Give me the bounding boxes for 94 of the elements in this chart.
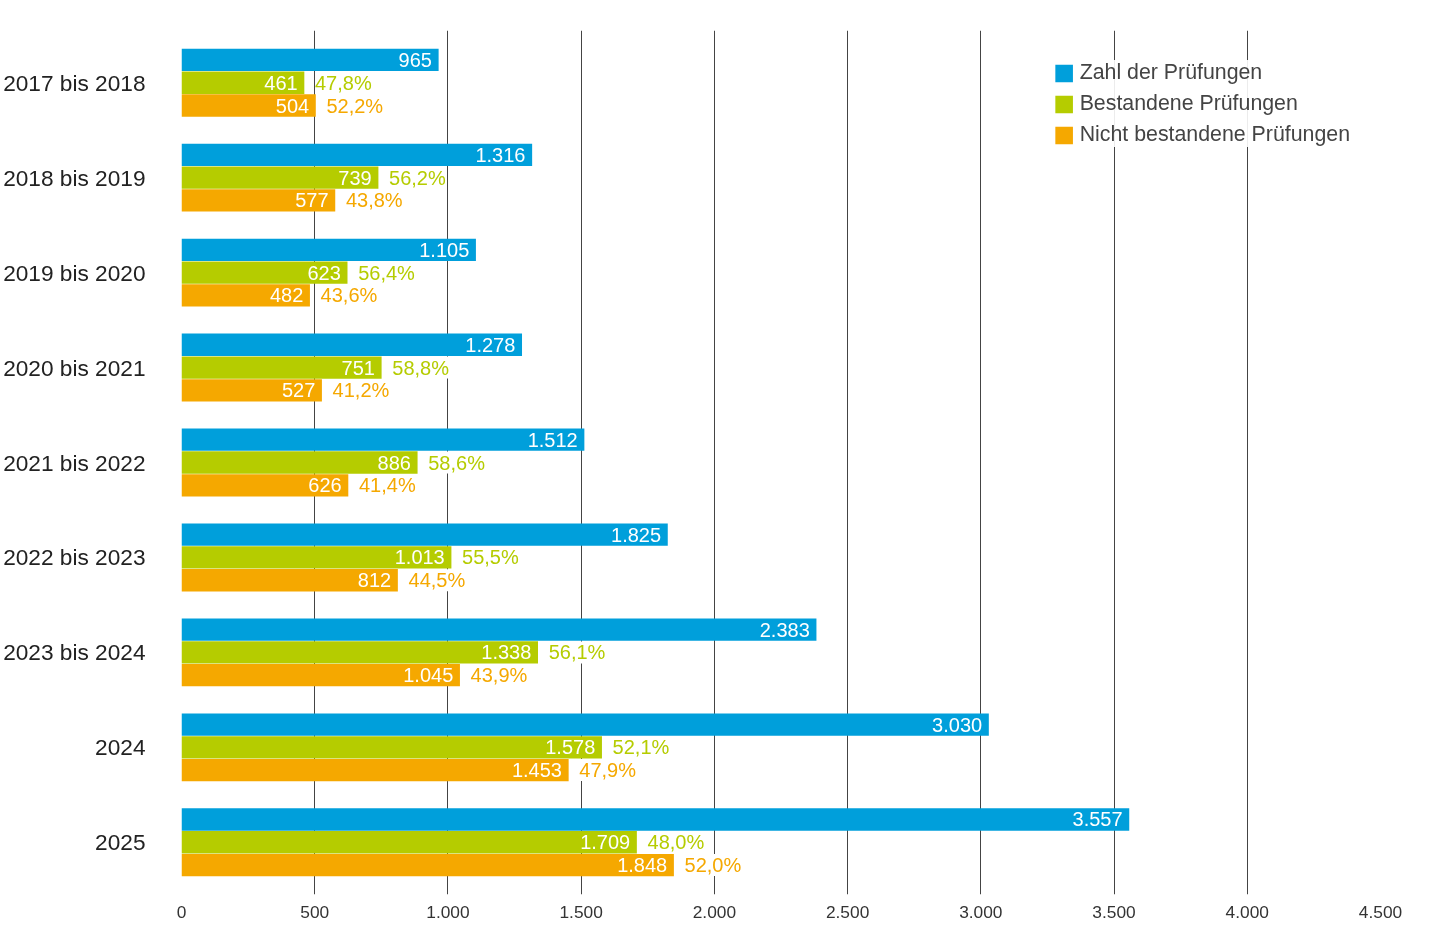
annotation: 52,2% — [326, 94, 384, 117]
bar — [181, 261, 348, 284]
bar — [181, 618, 817, 641]
legend-label: Nicht bestandene Prüfungen — [1079, 122, 1350, 147]
y-tick-label: 2017 bis 2018 — [3, 69, 146, 96]
y-tick-label: 2019 bis 2020 — [3, 259, 146, 286]
x-tick-label: 2.000 — [692, 901, 737, 922]
annotation: 43,6% — [320, 284, 378, 307]
annotation: 43,8% — [345, 189, 403, 212]
bar — [181, 713, 989, 736]
bar — [181, 758, 569, 782]
bar — [181, 451, 418, 474]
bar — [181, 853, 674, 877]
bar — [181, 664, 460, 687]
data-label: 527 — [281, 379, 316, 402]
bar — [181, 831, 637, 854]
legend-label: Bestandene Prüfungen — [1079, 91, 1298, 116]
annotation: 48,0% — [647, 831, 705, 854]
bar — [181, 641, 538, 664]
bar — [181, 238, 476, 261]
x-tick-label: 2.500 — [825, 901, 870, 922]
data-label: 812 — [357, 569, 392, 592]
bar — [181, 546, 452, 569]
bar — [181, 474, 349, 497]
data-label: 1.013 — [394, 546, 445, 569]
data-label: 3.030 — [932, 713, 983, 736]
bar — [181, 189, 336, 212]
data-label: 1.045 — [403, 664, 454, 687]
annotation: 47,9% — [579, 759, 637, 782]
bar — [181, 94, 316, 117]
annotation: 58,8% — [392, 356, 450, 379]
bar — [181, 333, 523, 356]
annotation: 52,1% — [612, 736, 670, 759]
data-label: 1.316 — [475, 143, 526, 166]
x-tick-label: 1.000 — [426, 901, 470, 922]
bar — [181, 284, 310, 307]
data-label: 577 — [295, 189, 329, 212]
x-tick-label: 4.000 — [1225, 901, 1269, 922]
data-label: 1.848 — [617, 854, 668, 877]
data-label: 1.709 — [580, 831, 631, 854]
data-label: 1.453 — [511, 759, 562, 782]
y-tick-label: 2020 bis 2021 — [3, 354, 146, 381]
data-label: 623 — [307, 261, 341, 284]
x-tick-label: 1.500 — [559, 901, 603, 922]
annotation: 47,8% — [314, 71, 372, 94]
y-tick-label: 2024 — [95, 734, 146, 761]
bar — [181, 379, 322, 402]
bar — [181, 736, 602, 759]
bar — [181, 143, 533, 167]
annotation: 52,0% — [684, 854, 742, 877]
data-label: 504 — [275, 94, 310, 117]
bar — [181, 569, 398, 592]
bar — [181, 166, 379, 189]
y-tick-label: 2025 — [95, 829, 146, 856]
annotation: 58,6% — [428, 451, 486, 474]
y-tick-label: 2023 bis 2024 — [3, 639, 146, 666]
data-label: 751 — [341, 356, 375, 379]
bar — [181, 523, 668, 546]
x-tick-label: 0 — [176, 901, 187, 922]
bar — [181, 356, 382, 379]
data-label: 1.278 — [465, 333, 516, 356]
x-tick-label: 500 — [300, 901, 330, 922]
annotation: 56,2% — [389, 166, 446, 189]
legend-label: Zahl der Prüfungen — [1079, 60, 1263, 85]
y-tick-label: 2022 bis 2023 — [3, 544, 146, 571]
data-label: 1.338 — [481, 641, 532, 664]
bar — [181, 48, 439, 72]
data-label: 461 — [264, 71, 298, 94]
y-tick-label: 2021 bis 2022 — [3, 449, 146, 476]
data-label: 1.105 — [419, 238, 470, 261]
bar — [181, 808, 1130, 831]
y-tick-label: 2018 bis 2019 — [3, 164, 146, 191]
data-label: 1.578 — [545, 736, 596, 759]
bar — [181, 428, 585, 451]
annotation: 44,5% — [408, 569, 466, 592]
data-label: 2.383 — [759, 618, 810, 641]
data-label: 482 — [269, 284, 304, 307]
annotation: 43,9% — [470, 664, 528, 687]
data-label: 1.825 — [611, 523, 662, 546]
annotation: 41,4% — [358, 474, 416, 497]
data-label: 1.512 — [527, 428, 578, 451]
data-label: 626 — [308, 474, 342, 497]
bar — [181, 71, 305, 94]
annotation: 56,4% — [358, 261, 416, 284]
data-label: 3.557 — [1072, 808, 1123, 831]
annotation: 56,1% — [548, 641, 606, 664]
data-label: 886 — [377, 451, 411, 474]
x-tick-label: 3.500 — [1092, 901, 1136, 922]
data-label: 965 — [398, 48, 432, 71]
x-tick-label: 4.500 — [1358, 901, 1403, 922]
x-tick-label: 3.000 — [959, 901, 1003, 922]
data-label: 739 — [338, 166, 372, 189]
annotation: 41,2% — [332, 379, 390, 402]
annotation: 55,5% — [462, 546, 519, 569]
